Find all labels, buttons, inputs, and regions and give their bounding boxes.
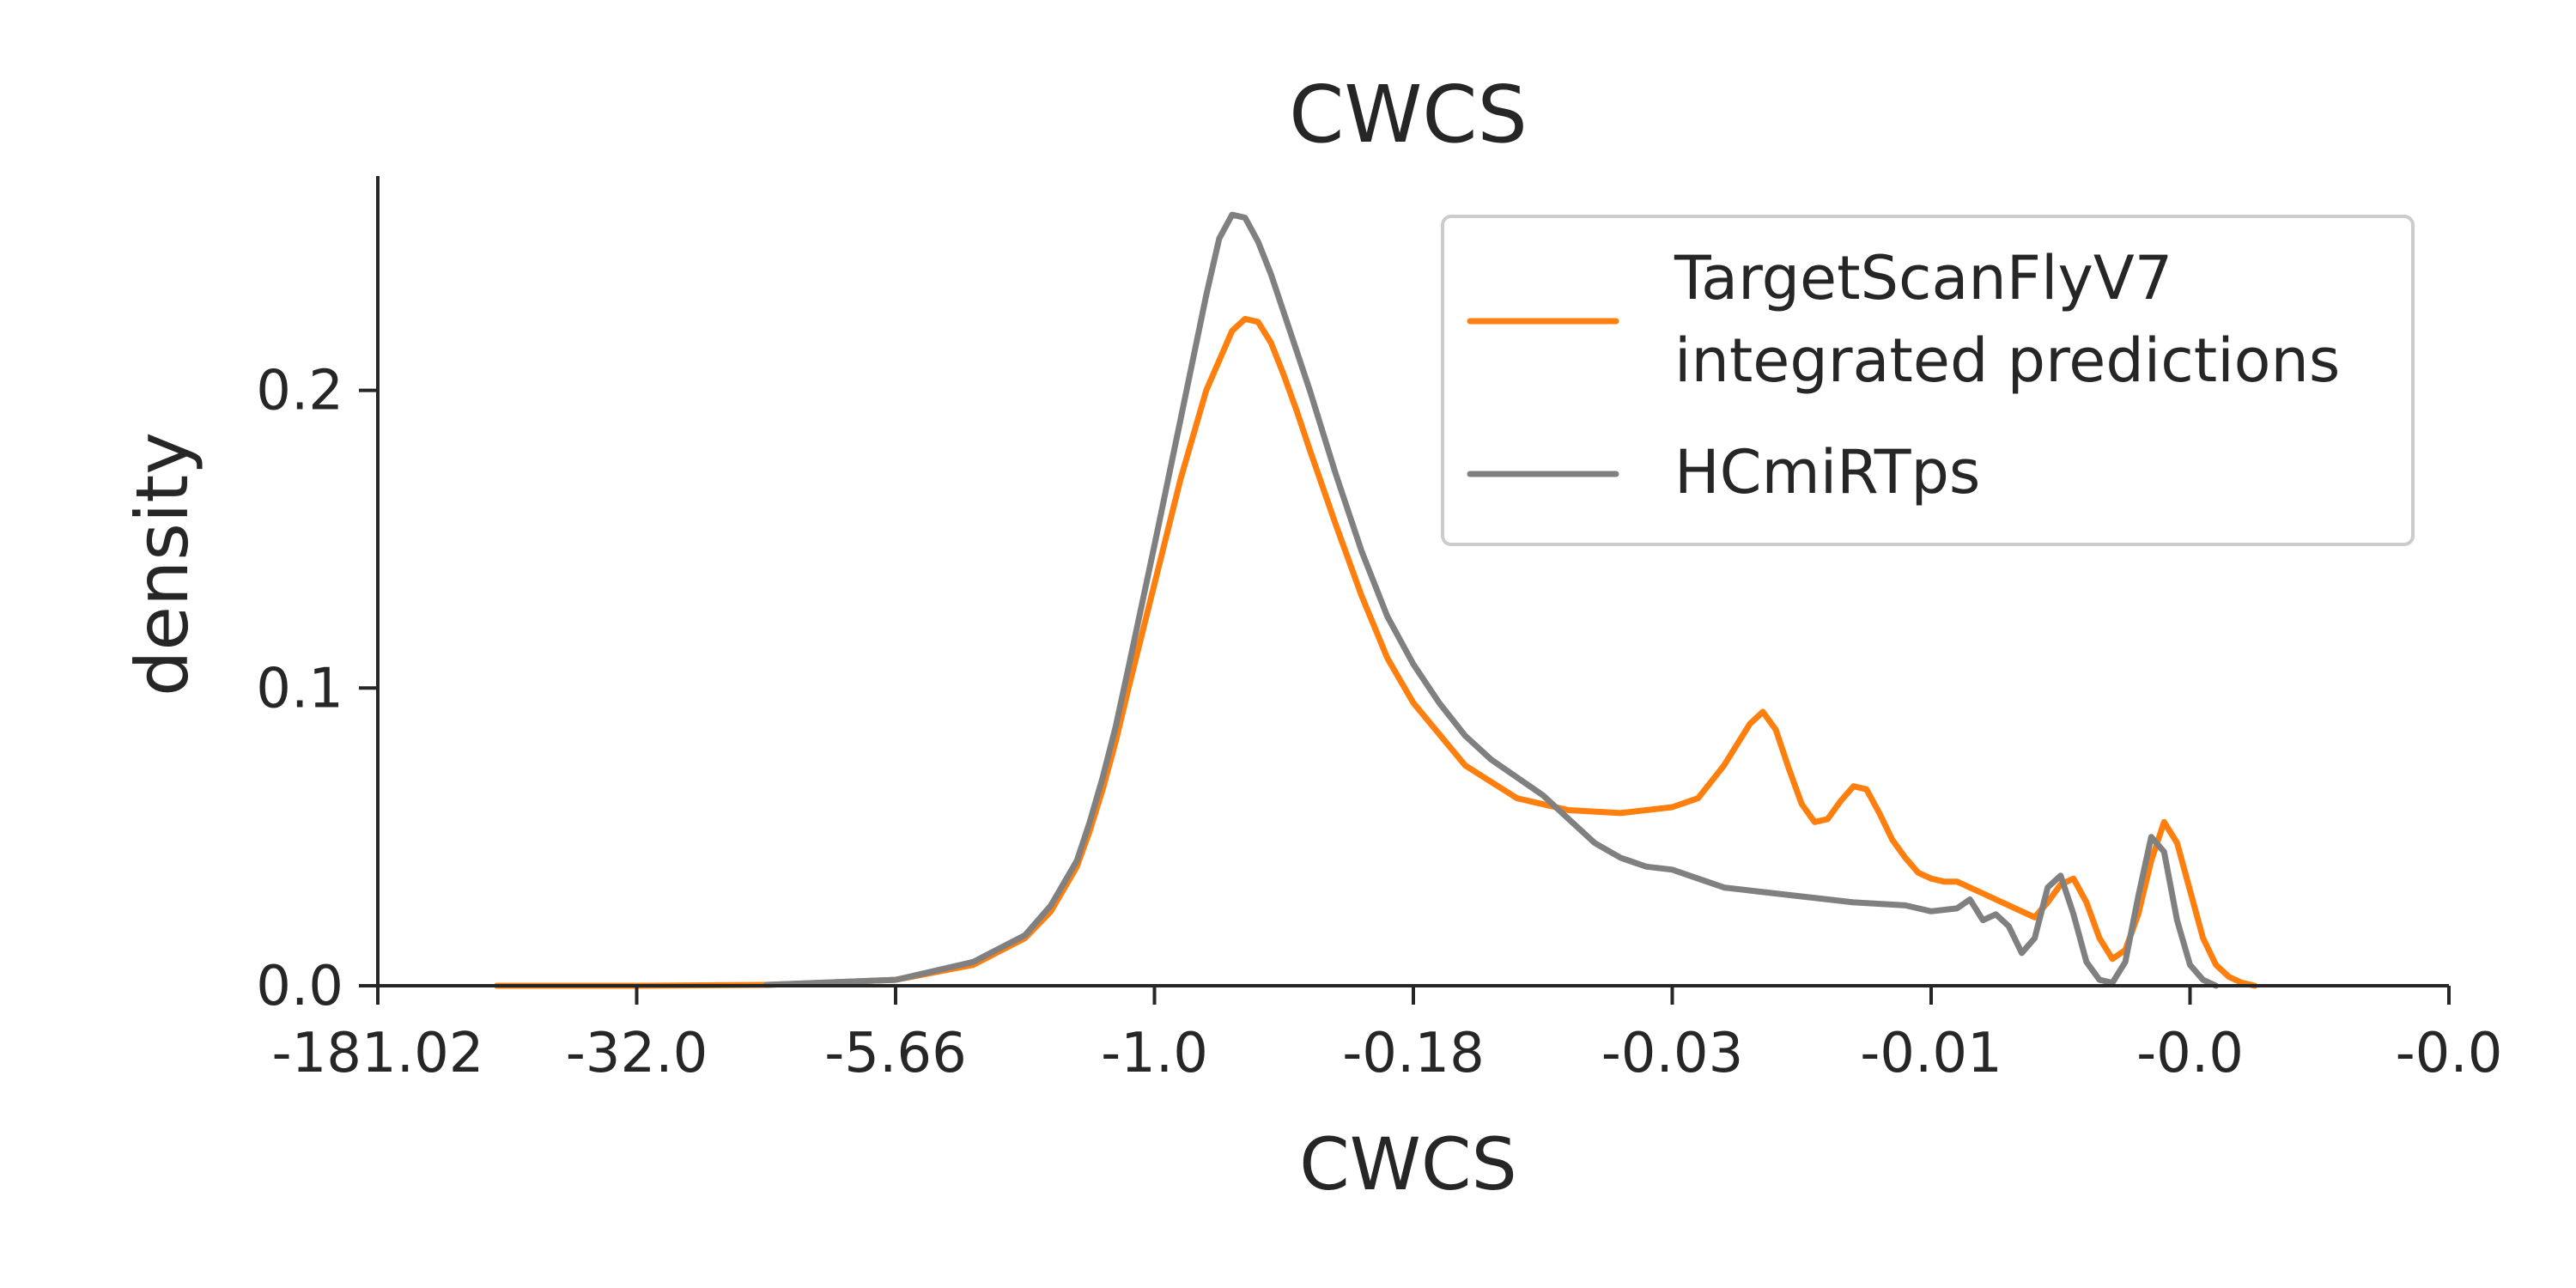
y-tick-label: 0.2 bbox=[256, 360, 343, 423]
x-tick-label: -181.02 bbox=[271, 1022, 483, 1085]
y-axis-label: density bbox=[120, 432, 204, 696]
axes: -181.02 -32.0 -5.66 -1.0 -0.18 -0.03 -0.01 -0.0… bbox=[256, 176, 2502, 1085]
chart-title: CWCS bbox=[1289, 69, 1528, 161]
legend-box bbox=[1441, 215, 2415, 546]
y-tick-label: 0.1 bbox=[256, 657, 343, 720]
x-tick-label: -32.0 bbox=[566, 1022, 708, 1085]
x-tick-label: -0.01 bbox=[1860, 1022, 2002, 1085]
x-tick-label: -1.0 bbox=[1101, 1022, 1208, 1085]
x-tick-label: -0.0 bbox=[2396, 1022, 2503, 1085]
series-line-0 bbox=[494, 315, 2258, 989]
x-tick-label: -0.18 bbox=[1342, 1022, 1485, 1085]
legend: TargetScanFlyV7 integrated predictions HCm… bbox=[1441, 215, 2415, 546]
legend-label-1: HCmiRTps bbox=[1674, 437, 1980, 507]
x-tick-label: -5.66 bbox=[824, 1022, 967, 1085]
x-tick-label: -0.03 bbox=[1601, 1022, 1744, 1085]
series-line-1 bbox=[762, 211, 2220, 989]
y-tick-label: 0.0 bbox=[256, 955, 343, 1018]
legend-label-0: TargetScanFlyV7 integrated predictions bbox=[1674, 243, 2340, 396]
x-tick-label: -0.0 bbox=[2136, 1022, 2244, 1085]
plot-area bbox=[494, 211, 2258, 989]
x-axis-label: CWCS bbox=[1299, 1122, 1517, 1206]
